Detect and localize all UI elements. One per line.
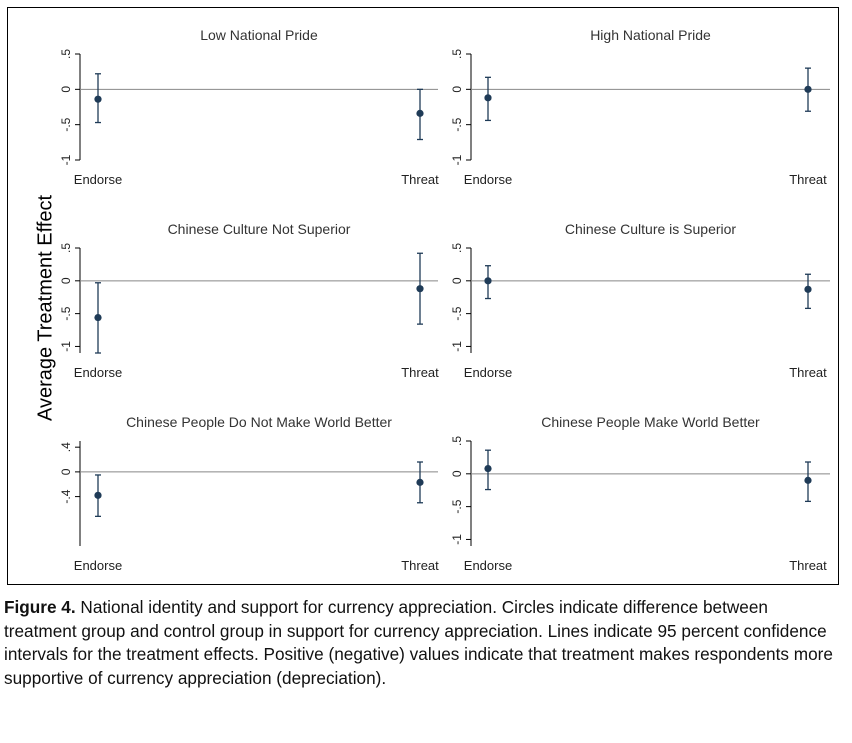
panel-4-title: Chinese Culture is Superior <box>565 221 737 237</box>
panel-2-y-tick-label: -1 <box>450 154 464 165</box>
panel-2-x-label-threat: Threat <box>789 172 827 187</box>
caption-text: National identity and support for curren… <box>4 597 833 688</box>
panel-3-x-label-endorse: Endorse <box>74 365 122 380</box>
panel-4-y-tick-label: -.5 <box>450 306 464 320</box>
panel-6-y-tick-label: -1 <box>450 534 464 545</box>
panel-1-y-tick-label: 0 <box>59 86 73 93</box>
panel-1-y-tick-label: .5 <box>59 49 73 59</box>
panel-2-x-label-endorse: Endorse <box>464 172 512 187</box>
figure-frame: Low National Pride .5 0 -.5 -1 Endorse Threat H… <box>7 7 839 585</box>
panel-3-y-tick-label: 0 <box>59 277 73 284</box>
panel-5-title: Chinese People Do Not Make World Better <box>126 414 392 430</box>
panel-1-y-tick-label: -1 <box>59 154 73 165</box>
panel-6-title: Chinese People Make World Better <box>541 414 760 430</box>
panel-6-x-label-threat: Threat <box>789 558 827 573</box>
panel-4-x-label-threat: Threat <box>789 365 827 380</box>
panel-6-x-label-endorse: Endorse <box>464 558 512 573</box>
panel-2-y-tick-label: .5 <box>450 49 464 59</box>
panel-2-title: High National Pride <box>590 27 711 43</box>
panel-4-point-threat <box>804 285 812 293</box>
panel-6-point-endorse <box>484 464 492 473</box>
panel-3-y-tick-label: .5 <box>59 243 73 253</box>
panel-4-y-tick-label: .5 <box>450 243 464 253</box>
panel-2-y-tick-label: -.5 <box>450 117 464 131</box>
panel-1-title: Low National Pride <box>200 27 318 43</box>
figure-caption: Figure 4. National identity and support … <box>4 596 844 690</box>
panel-4-y-tick-label: -1 <box>450 341 464 352</box>
panel-5-point-threat <box>416 478 424 486</box>
panel-6-y-tick-label: .5 <box>450 436 464 446</box>
panel-3-point-threat <box>416 285 424 293</box>
panel-5-y-tick-label: .4 <box>59 442 73 452</box>
panel-3-y-tick-label: -1 <box>59 341 73 352</box>
panel-3-y-tick-label: -.5 <box>59 306 73 320</box>
y-axis-label: Average Treatment Effect <box>34 194 57 422</box>
panel-3-point-endorse <box>94 313 102 322</box>
caption-label: Figure 4. <box>4 597 76 617</box>
panel-2-y-tick-label: 0 <box>450 86 464 93</box>
panel-5-x-label-endorse: Endorse <box>74 558 122 573</box>
panel-3-x-label-threat: Threat <box>401 365 439 380</box>
panel-6-y-tick-label: -.5 <box>450 499 464 513</box>
panel-1-y-tick-label: -.5 <box>59 117 73 131</box>
panel-2-point-threat <box>804 85 812 93</box>
panel-1-x-label-threat: Threat <box>401 172 439 187</box>
panel-4-point-endorse <box>484 277 492 285</box>
panel-2-point-endorse <box>484 94 492 102</box>
panel-5-y-tick-label: -.4 <box>59 489 73 503</box>
panel-1-point-threat <box>416 109 424 117</box>
panel-6-y-tick-label: 0 <box>450 470 464 477</box>
panel-6-point-threat <box>804 476 812 484</box>
panel-5-x-label-threat: Threat <box>401 558 439 573</box>
panel-5-point-endorse <box>94 491 102 499</box>
panel-5-y-tick-label: 0 <box>59 468 73 475</box>
panel-3-title: Chinese Culture Not Superior <box>168 221 351 237</box>
panel-4-y-tick-label: 0 <box>450 277 464 284</box>
panel-1-x-label-endorse: Endorse <box>74 172 122 187</box>
panel-4-x-label-endorse: Endorse <box>464 365 512 380</box>
panel-1-point-endorse <box>94 95 102 103</box>
